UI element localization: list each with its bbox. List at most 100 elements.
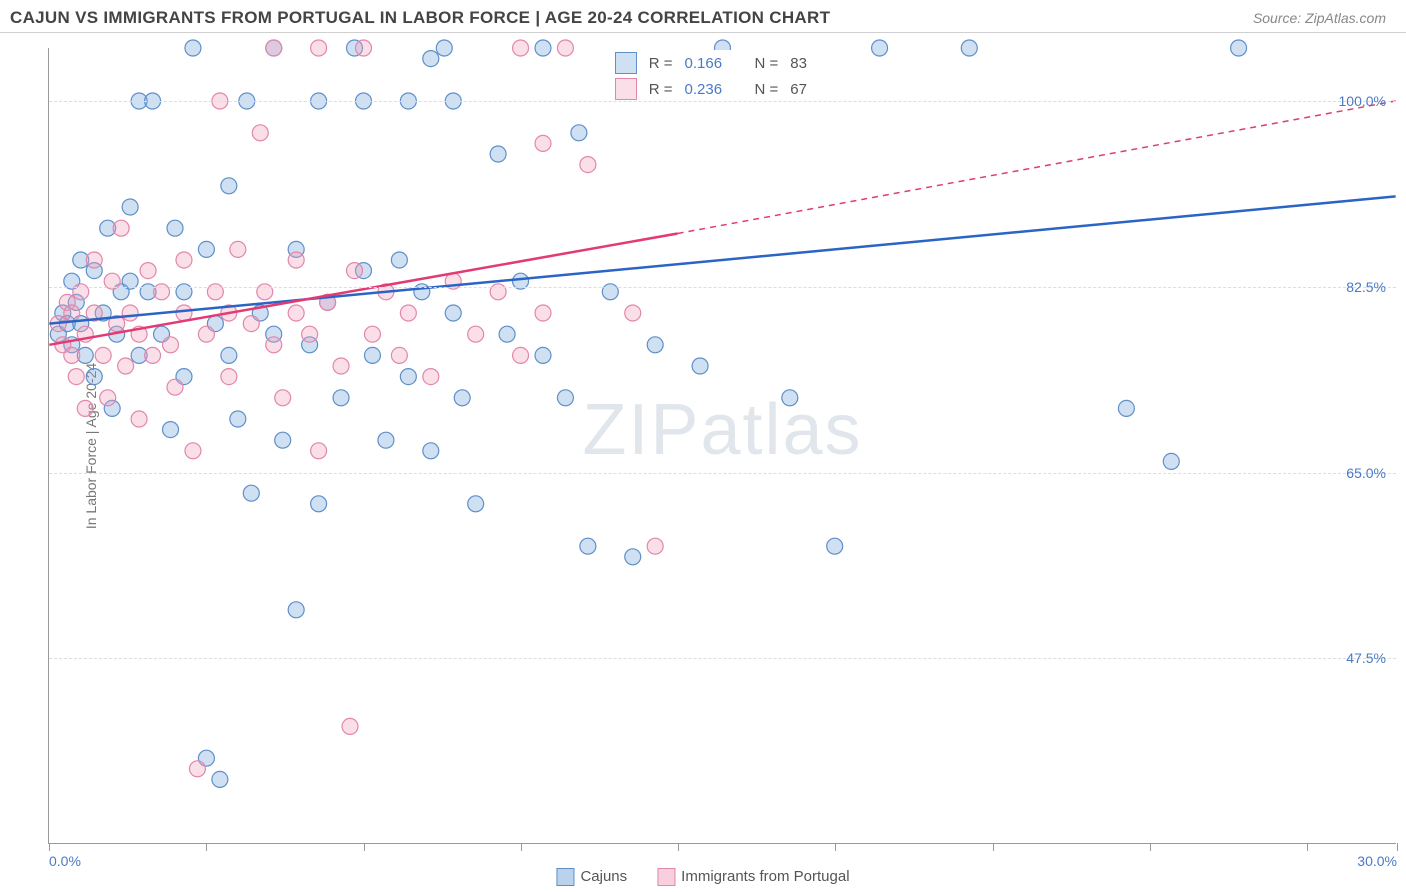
data-point	[311, 443, 327, 459]
x-tick	[1397, 843, 1398, 851]
series-legend: Cajuns Immigrants from Portugal	[556, 868, 849, 886]
chart-header: CAJUN VS IMMIGRANTS FROM PORTUGAL IN LAB…	[0, 0, 1406, 33]
r-label: R =	[649, 81, 673, 98]
data-point	[64, 347, 80, 363]
data-point	[423, 443, 439, 459]
data-point	[535, 305, 551, 321]
data-point	[391, 252, 407, 268]
x-tick	[678, 843, 679, 851]
trend-line-dashed	[678, 101, 1396, 234]
data-point	[391, 347, 407, 363]
data-point	[221, 369, 237, 385]
n-value: 83	[790, 55, 807, 72]
data-point	[647, 337, 663, 353]
data-point	[243, 316, 259, 332]
data-point	[230, 411, 246, 427]
chart-plot-area: ZIPatlas R = 0.166 N = 83 R = 0.236 N = …	[48, 48, 1396, 844]
scatter-svg	[49, 48, 1396, 843]
data-point	[333, 390, 349, 406]
x-tick	[1307, 843, 1308, 851]
data-point	[513, 347, 529, 363]
r-value: 0.166	[685, 55, 737, 72]
data-point	[557, 40, 573, 56]
data-point	[113, 220, 129, 236]
data-point	[535, 135, 551, 151]
n-label: N =	[755, 55, 779, 72]
x-tick	[993, 843, 994, 851]
y-tick-label: 65.0%	[1346, 465, 1386, 481]
data-point	[167, 220, 183, 236]
data-point	[625, 305, 641, 321]
data-point	[625, 549, 641, 565]
data-point	[122, 305, 138, 321]
x-tick-label: 0.0%	[49, 853, 81, 869]
x-tick	[835, 843, 836, 851]
data-point	[647, 538, 663, 554]
n-label: N =	[755, 81, 779, 98]
data-point	[499, 326, 515, 342]
data-point	[100, 390, 116, 406]
data-point	[454, 390, 470, 406]
y-tick-label: 47.5%	[1346, 650, 1386, 666]
data-point	[230, 241, 246, 257]
data-point	[1163, 453, 1179, 469]
data-point	[288, 602, 304, 618]
data-point	[423, 51, 439, 67]
data-point	[198, 241, 214, 257]
gridline	[49, 658, 1396, 659]
data-point	[212, 771, 228, 787]
y-tick-label: 100.0%	[1339, 93, 1386, 109]
correlation-legend: R = 0.166 N = 83 R = 0.236 N = 67	[615, 50, 807, 102]
data-point	[355, 40, 371, 56]
data-point	[827, 538, 843, 554]
data-point	[400, 369, 416, 385]
data-point	[145, 347, 161, 363]
trend-line	[49, 196, 1395, 323]
data-point	[364, 347, 380, 363]
gridline	[49, 287, 1396, 288]
chart-source: Source: ZipAtlas.com	[1253, 10, 1386, 26]
data-point	[490, 146, 506, 162]
x-tick	[1150, 843, 1151, 851]
legend-swatch-icon	[615, 78, 637, 100]
y-tick-label: 82.5%	[1346, 279, 1386, 295]
data-point	[185, 443, 201, 459]
legend-swatch-icon	[615, 52, 637, 74]
x-tick-label: 30.0%	[1357, 853, 1397, 869]
data-point	[333, 358, 349, 374]
correlation-row: R = 0.166 N = 83	[615, 50, 807, 76]
data-point	[243, 485, 259, 501]
data-point	[176, 305, 192, 321]
data-point	[400, 305, 416, 321]
data-point	[423, 369, 439, 385]
data-point	[131, 411, 147, 427]
data-point	[288, 305, 304, 321]
legend-item: Immigrants from Portugal	[657, 868, 849, 886]
data-point	[163, 337, 179, 353]
data-point	[468, 326, 484, 342]
data-point	[1118, 400, 1134, 416]
data-point	[176, 252, 192, 268]
data-point	[118, 358, 134, 374]
data-point	[580, 538, 596, 554]
data-point	[347, 263, 363, 279]
data-point	[77, 400, 93, 416]
data-point	[163, 422, 179, 438]
legend-item: Cajuns	[556, 868, 627, 886]
data-point	[557, 390, 573, 406]
data-point	[275, 390, 291, 406]
n-value: 67	[790, 81, 807, 98]
legend-label: Cajuns	[580, 868, 627, 885]
data-point	[288, 252, 304, 268]
data-point	[692, 358, 708, 374]
data-point	[302, 326, 318, 342]
data-point	[167, 379, 183, 395]
data-point	[445, 305, 461, 321]
data-point	[364, 326, 380, 342]
data-point	[513, 40, 529, 56]
legend-swatch-icon	[657, 868, 675, 886]
data-point	[122, 199, 138, 215]
data-point	[198, 326, 214, 342]
data-point	[580, 157, 596, 173]
correlation-row: R = 0.236 N = 67	[615, 76, 807, 102]
